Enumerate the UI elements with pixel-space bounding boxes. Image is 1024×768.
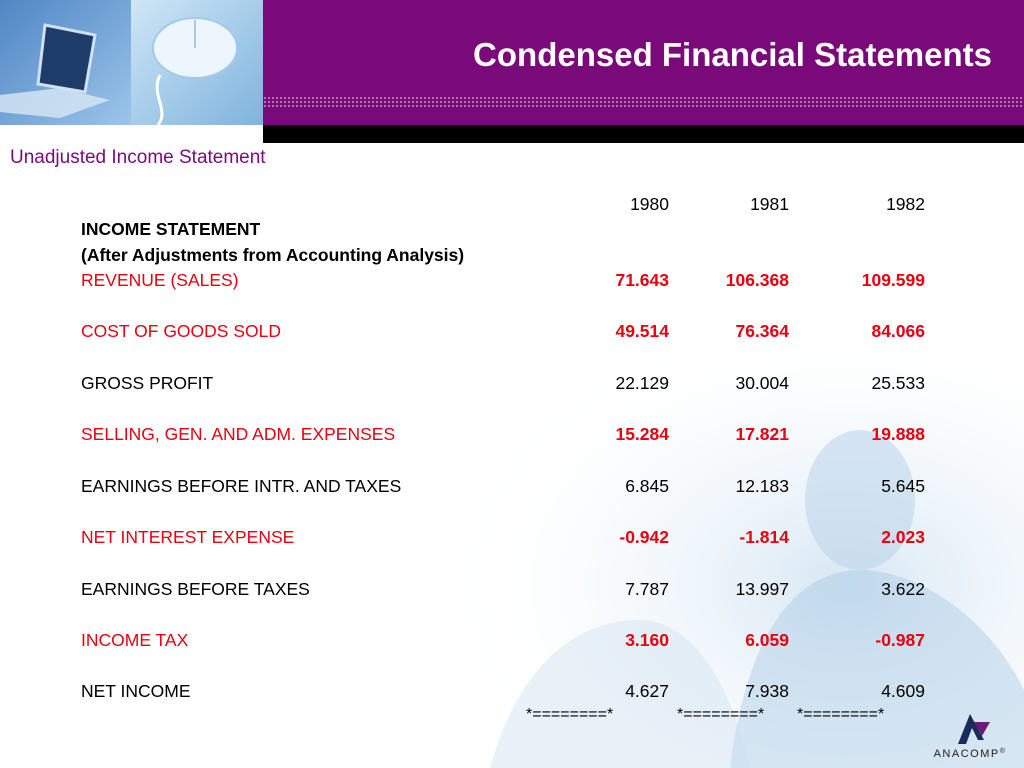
row-value: 6.845 bbox=[625, 476, 669, 496]
total-separator: *========* bbox=[797, 706, 885, 723]
row-label: INCOME TAX bbox=[81, 630, 189, 650]
year-header-1980: 1980 bbox=[630, 194, 669, 214]
page-title: Condensed Financial Statements bbox=[473, 36, 992, 73]
background-photo bbox=[430, 360, 1024, 768]
anacomp-logo: ANACOMP® bbox=[920, 712, 1020, 766]
row-label: NET INTEREST EXPENSE bbox=[81, 527, 295, 547]
row-value: 25.533 bbox=[871, 373, 925, 393]
total-separator: *========* bbox=[526, 706, 614, 723]
row-value: 5.645 bbox=[881, 476, 925, 496]
row-value: 3.622 bbox=[881, 579, 925, 599]
header-bottom-bar bbox=[263, 125, 1024, 143]
row-value: 3.160 bbox=[625, 630, 669, 650]
row-value: 7.938 bbox=[745, 681, 789, 701]
logo-wordmark: ANACOMP® bbox=[933, 748, 1007, 760]
header-banner: Condensed Financial Statements bbox=[0, 0, 1024, 125]
row-value: 49.514 bbox=[615, 321, 669, 341]
row-value: 106.368 bbox=[725, 270, 789, 290]
row-value: 12.183 bbox=[735, 476, 789, 496]
row-value: 4.627 bbox=[625, 681, 669, 701]
row-value: 2.023 bbox=[881, 527, 925, 547]
statement-heading: INCOME STATEMENT bbox=[81, 219, 261, 239]
row-value: 71.643 bbox=[615, 270, 669, 290]
dotted-divider bbox=[263, 96, 1024, 108]
row-label: EARNINGS BEFORE TAXES bbox=[81, 579, 310, 599]
logo-mark-icon bbox=[958, 714, 990, 744]
row-label: REVENUE (SALES) bbox=[81, 270, 239, 290]
year-header-1982: 1982 bbox=[886, 194, 925, 214]
row-value: 6.059 bbox=[745, 630, 789, 650]
row-value: 30.004 bbox=[735, 373, 789, 393]
row-value: -0.987 bbox=[875, 630, 925, 650]
statement-subheading: (After Adjustments from Accounting Analy… bbox=[81, 245, 465, 265]
row-value: 7.787 bbox=[625, 579, 669, 599]
row-value: 4.609 bbox=[881, 681, 925, 701]
total-separator: *========* bbox=[677, 706, 765, 723]
row-value: 22.129 bbox=[615, 373, 669, 393]
row-value: 19.888 bbox=[871, 424, 925, 444]
section-subtitle: Unadjusted Income Statement bbox=[10, 147, 266, 168]
row-value: 109.599 bbox=[861, 270, 925, 290]
row-label: COST OF GOODS SOLD bbox=[81, 321, 281, 341]
row-value: -0.942 bbox=[619, 527, 669, 547]
header-photo-collage bbox=[0, 0, 263, 125]
row-value: 84.066 bbox=[871, 321, 925, 341]
year-header-1981: 1981 bbox=[750, 194, 789, 214]
row-value: 76.364 bbox=[735, 321, 789, 341]
row-label: EARNINGS BEFORE INTR. AND TAXES bbox=[81, 476, 402, 496]
row-value: 17.821 bbox=[735, 424, 789, 444]
row-label: GROSS PROFIT bbox=[81, 373, 214, 393]
row-value: 13.997 bbox=[735, 579, 789, 599]
row-value: 15.284 bbox=[615, 424, 669, 444]
row-label: NET INCOME bbox=[81, 681, 191, 701]
row-label: SELLING, GEN. AND ADM. EXPENSES bbox=[81, 424, 396, 444]
row-value: -1.814 bbox=[739, 527, 789, 547]
